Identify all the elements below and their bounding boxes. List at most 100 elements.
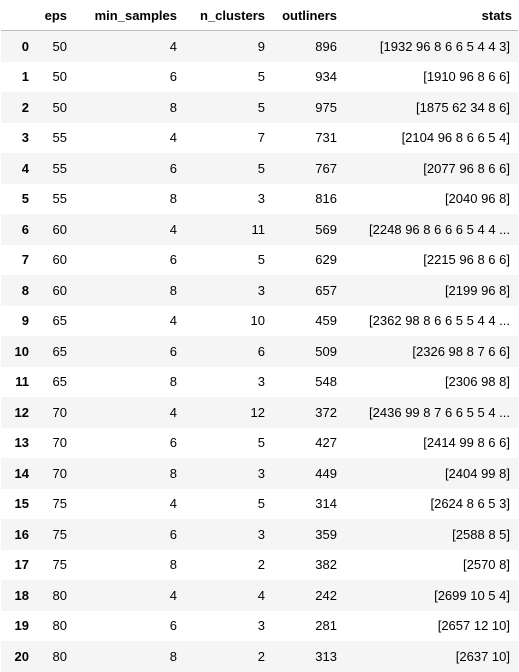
cell-eps: 60 xyxy=(52,252,67,268)
cell-eps: 65 xyxy=(52,313,67,329)
cell-stats: [1932 96 8 6 6 5 4 4 3] xyxy=(379,38,510,54)
cell-eps: 75 xyxy=(52,557,67,573)
cell-outliners: 629 xyxy=(315,252,337,268)
cell-n-clusters: 11 xyxy=(251,221,266,237)
cell-n-clusters: 3 xyxy=(257,282,265,298)
header-row: eps min_samples n_clusters outliners sta… xyxy=(1,0,518,31)
row-index: 14 xyxy=(14,465,29,481)
cell-n-clusters: 3 xyxy=(257,618,265,634)
table-row: 11 65 8 3 548 [2306 98 8] xyxy=(1,366,518,397)
cell-min-samples: 6 xyxy=(169,435,177,451)
row-index: 8 xyxy=(21,282,29,298)
cell-min-samples: 4 xyxy=(169,221,177,237)
cell-eps: 50 xyxy=(52,69,67,85)
cell-stats: [2248 96 8 6 6 6 5 4 4 ... xyxy=(369,221,510,237)
table-row: 14 70 8 3 449 [2404 99 8] xyxy=(1,458,518,489)
cell-stats: [2040 96 8] xyxy=(444,191,510,207)
cell-stats: [2077 96 8 6 6] xyxy=(423,160,510,176)
table-row: 13 70 6 5 427 [2414 99 8 6 6] xyxy=(1,427,518,458)
cell-outliners: 314 xyxy=(315,496,337,512)
cell-eps: 60 xyxy=(52,221,67,237)
cell-stats: [2199 96 8] xyxy=(444,282,510,298)
row-index: 1 xyxy=(21,69,29,85)
cell-n-clusters: 5 xyxy=(257,160,265,176)
cell-stats: [2326 98 8 7 6 6] xyxy=(412,343,510,359)
cell-stats: [2436 99 8 7 6 6 5 5 4 ... xyxy=(369,404,510,420)
cell-stats: [2306 98 8] xyxy=(444,374,510,390)
table-row: 10 65 6 6 509 [2326 98 8 7 6 6] xyxy=(1,336,518,367)
cell-outliners: 896 xyxy=(315,38,337,54)
cell-stats: [2624 8 6 5 3] xyxy=(430,496,510,512)
cell-min-samples: 8 xyxy=(169,282,177,298)
cell-outliners: 975 xyxy=(315,99,337,115)
cell-n-clusters: 3 xyxy=(257,465,265,481)
cell-eps: 75 xyxy=(52,496,67,512)
cell-eps: 70 xyxy=(52,465,67,481)
row-index: 6 xyxy=(21,221,29,237)
cell-eps: 80 xyxy=(52,648,67,664)
table-row: 1 50 6 5 934 [1910 96 8 6 6] xyxy=(1,61,518,92)
cell-n-clusters: 3 xyxy=(257,374,265,390)
cell-outliners: 359 xyxy=(315,526,337,542)
cell-outliners: 242 xyxy=(315,587,337,603)
row-index: 7 xyxy=(21,252,29,268)
row-index: 4 xyxy=(21,160,29,176)
row-index: 10 xyxy=(14,343,29,359)
cell-n-clusters: 6 xyxy=(257,343,265,359)
cell-stats: [2657 12 10] xyxy=(437,618,510,634)
cell-min-samples: 6 xyxy=(169,343,177,359)
cell-eps: 65 xyxy=(52,374,67,390)
cell-min-samples: 8 xyxy=(169,191,177,207)
column-header-outliners: outliners xyxy=(271,0,343,31)
cell-min-samples: 4 xyxy=(169,404,177,420)
cell-n-clusters: 5 xyxy=(257,496,265,512)
cell-outliners: 816 xyxy=(315,191,337,207)
table-row: 5 55 8 3 816 [2040 96 8] xyxy=(1,183,518,214)
cell-outliners: 767 xyxy=(315,160,337,176)
row-index: 13 xyxy=(14,435,29,451)
cell-min-samples: 6 xyxy=(169,160,177,176)
table-row: 2 50 8 5 975 [1875 62 34 8 6] xyxy=(1,92,518,123)
row-index: 18 xyxy=(14,587,29,603)
cell-outliners: 313 xyxy=(315,648,337,664)
cell-min-samples: 6 xyxy=(169,618,177,634)
cell-n-clusters: 10 xyxy=(250,313,265,329)
row-index: 0 xyxy=(21,38,29,54)
row-index: 20 xyxy=(14,648,29,664)
cell-eps: 50 xyxy=(52,99,67,115)
cell-eps: 60 xyxy=(52,282,67,298)
cell-eps: 50 xyxy=(52,38,67,54)
table-row: 6 60 4 11 569 [2248 96 8 6 6 6 5 4 4 ... xyxy=(1,214,518,245)
cell-n-clusters: 3 xyxy=(257,526,265,542)
cell-stats: [1910 96 8 6 6] xyxy=(423,69,510,85)
cell-n-clusters: 9 xyxy=(257,38,265,54)
table-row: 0 50 4 9 896 [1932 96 8 6 6 5 4 4 3] xyxy=(1,30,518,62)
table-row: 16 75 6 3 359 [2588 8 5] xyxy=(1,519,518,550)
cell-outliners: 449 xyxy=(315,465,337,481)
cell-eps: 55 xyxy=(52,130,67,146)
cell-min-samples: 4 xyxy=(169,496,177,512)
cell-min-samples: 8 xyxy=(169,374,177,390)
cell-eps: 55 xyxy=(52,160,67,176)
cell-min-samples: 8 xyxy=(169,557,177,573)
cell-outliners: 281 xyxy=(315,618,337,634)
cell-n-clusters: 12 xyxy=(250,404,265,420)
cell-min-samples: 8 xyxy=(169,99,177,115)
cell-min-samples: 6 xyxy=(169,69,177,85)
cell-eps: 70 xyxy=(52,404,67,420)
cell-outliners: 657 xyxy=(315,282,337,298)
table-row: 12 70 4 12 372 [2436 99 8 7 6 6 5 5 4 ... xyxy=(1,397,518,428)
cell-stats: [2104 96 8 6 6 5 4] xyxy=(401,130,510,146)
cell-outliners: 731 xyxy=(315,130,337,146)
table-row: 9 65 4 10 459 [2362 98 8 6 6 5 5 4 4 ... xyxy=(1,305,518,336)
table-row: 20 80 8 2 313 [2637 10] xyxy=(1,641,518,672)
row-index: 3 xyxy=(21,130,29,146)
cell-stats: [2588 8 5] xyxy=(452,526,510,542)
cell-outliners: 509 xyxy=(315,343,337,359)
cell-min-samples: 8 xyxy=(169,465,177,481)
row-index: 12 xyxy=(14,404,29,420)
cell-min-samples: 6 xyxy=(169,252,177,268)
column-header-min-samples: min_samples xyxy=(73,0,183,31)
table-row: 4 55 6 5 767 [2077 96 8 6 6] xyxy=(1,153,518,184)
